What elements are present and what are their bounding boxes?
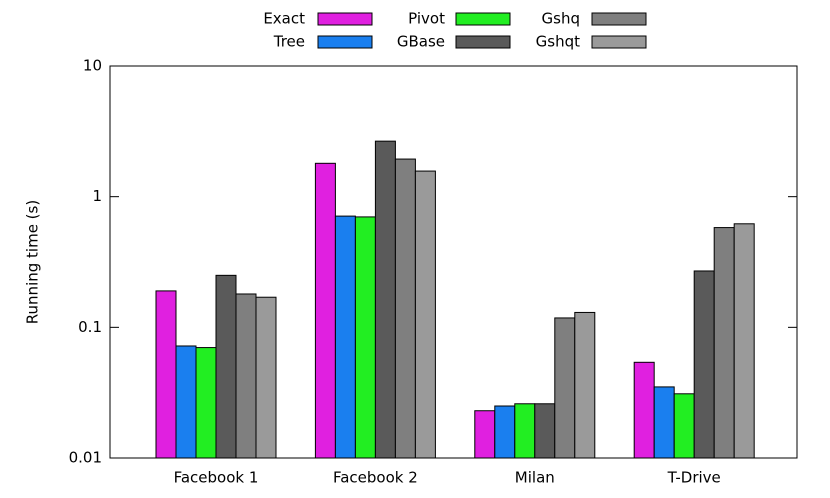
bar [255,296,277,459]
legend-swatch [317,35,373,49]
legend-swatch [455,35,511,49]
bar [494,405,516,459]
legend-swatch [591,12,647,26]
legend-label: Gshq [542,10,580,28]
bar [633,361,655,459]
bar [394,158,416,459]
bar [554,317,576,459]
legend-label: Tree [273,33,305,51]
legend-swatch [317,12,373,26]
legend-label: Pivot [408,10,445,28]
bar [693,270,715,459]
bar [195,347,217,459]
bar [314,162,336,459]
bar [354,216,376,459]
bar [574,311,596,459]
bar [733,223,755,459]
bar [673,393,695,459]
x-tick-label: T-Drive [667,469,721,487]
legend-label: GBase [397,33,445,51]
y-tick-label: 10 [83,57,102,75]
legend-swatch [591,35,647,49]
legend-swatch [455,12,511,26]
bar [374,140,396,459]
bar [514,403,536,459]
y-tick-label: 0.01 [69,449,102,467]
y-tick-label: 1 [92,187,102,205]
legend-label: Gshqt [536,33,580,51]
bar [334,215,356,459]
x-tick-label: Facebook 1 [174,469,259,487]
x-tick-label: Milan [515,469,555,487]
bar [653,386,675,459]
bar [414,170,436,459]
bar [534,403,556,459]
bar [155,290,177,459]
bar [175,345,197,459]
y-axis-label: Running time (s) [24,200,42,324]
bar [474,410,496,459]
y-tick-label: 0.1 [78,318,102,336]
plot-frame [109,65,798,459]
bar [215,274,237,459]
x-tick-label: Facebook 2 [333,469,418,487]
legend-label: Exact [263,10,305,28]
bar [235,293,257,459]
bar [713,227,735,459]
